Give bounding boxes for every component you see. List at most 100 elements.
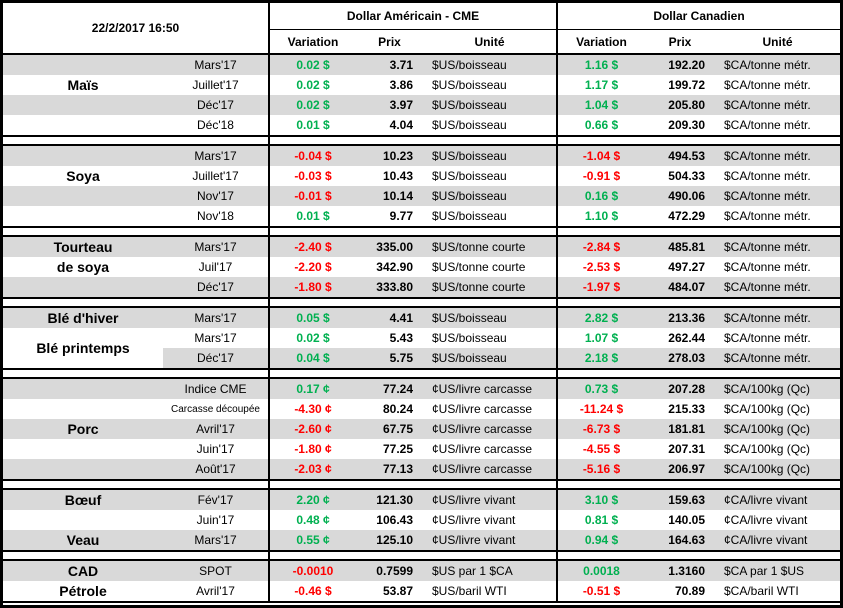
category-label bbox=[3, 277, 163, 297]
commodity-block: Tourteau Mars'17 -2.40 $335.00 $US/tonne co… bbox=[3, 235, 840, 299]
price-us-value: 9.77 bbox=[389, 209, 413, 223]
contract-label: Mars'17 bbox=[194, 331, 237, 345]
category-label bbox=[3, 146, 163, 166]
unit-us-label: $US/boisseau bbox=[423, 146, 556, 166]
category-label: Soya bbox=[66, 168, 100, 184]
variation-us-value: 0.01 $ bbox=[268, 206, 356, 226]
column-header-prix-ca: Prix bbox=[668, 34, 692, 49]
table-body: Mars'17 0.02 $3.71 $US/boisseau 1.16 $192.2… bbox=[3, 55, 840, 603]
variation-ca-value: 1.17 $ bbox=[556, 75, 645, 95]
variation-us-value: 0.05 $ bbox=[268, 308, 356, 328]
variation-ca-value: 0.0018 bbox=[556, 561, 645, 581]
category-label bbox=[3, 115, 163, 135]
unit-ca-label: $CA/100kg (Qc) bbox=[724, 402, 811, 416]
timestamp: 22/2/2017 16:50 bbox=[91, 21, 180, 35]
variation-ca-value: -1.04 $ bbox=[556, 146, 645, 166]
variation-ca-value: -4.55 $ bbox=[556, 439, 645, 459]
variation-ca-value: 0.16 $ bbox=[556, 186, 645, 206]
price-us-value: 4.41 bbox=[356, 308, 423, 328]
contract-label: Indice CME bbox=[163, 379, 268, 399]
commodity-block: Blé d'hiver Mars'17 0.05 $4.41 $US/boisseau… bbox=[3, 306, 840, 370]
category-label bbox=[3, 95, 163, 115]
price-us-value: 106.43 bbox=[376, 513, 413, 527]
contract-label: Avril'17 bbox=[196, 584, 235, 598]
variation-ca-value: 3.10 $ bbox=[556, 490, 645, 510]
price-us-value: 3.97 bbox=[356, 95, 423, 115]
unit-us-label: ¢US/livre carcasse bbox=[423, 419, 556, 439]
variation-ca-value: 2.82 $ bbox=[556, 308, 645, 328]
unit-us-label: $US/boisseau bbox=[432, 209, 507, 223]
unit-us-label: ¢US/livre carcasse bbox=[423, 379, 556, 399]
unit-ca-label: $CA/100kg (Qc) bbox=[715, 379, 840, 399]
contract-label: Août'17 bbox=[163, 459, 268, 479]
unit-ca-label: $CA/tonne métr. bbox=[715, 146, 840, 166]
unit-us-label: $US/boisseau bbox=[423, 55, 556, 75]
price-ca-value: 199.72 bbox=[668, 78, 705, 92]
unit-ca-label: $CA/tonne métr. bbox=[715, 237, 840, 257]
unit-us-label: $US/boisseau bbox=[423, 348, 556, 368]
price-us-value: 125.10 bbox=[356, 530, 423, 550]
variation-us-value: -1.80 $ bbox=[268, 277, 356, 297]
variation-ca-value: 1.10 $ bbox=[556, 206, 645, 226]
price-us-value: 335.00 bbox=[356, 237, 423, 257]
unit-us-label: $US/boisseau bbox=[432, 78, 507, 92]
unit-us-label: $US/boisseau bbox=[423, 308, 556, 328]
unit-ca-label: $CA/100kg (Qc) bbox=[724, 442, 811, 456]
price-us-value: 5.43 bbox=[389, 331, 413, 345]
category-label: Veau bbox=[3, 530, 163, 550]
price-us-value: 121.30 bbox=[356, 490, 423, 510]
price-ca-value: 494.53 bbox=[645, 146, 715, 166]
price-ca-value: 1.3160 bbox=[645, 561, 715, 581]
variation-ca-value: 0.94 $ bbox=[556, 530, 645, 550]
unit-us-label: $US/boisseau bbox=[423, 95, 556, 115]
contract-label: Juin'17 bbox=[196, 513, 235, 527]
variation-us-value: 0.02 $ bbox=[268, 328, 356, 348]
price-us-value: 10.23 bbox=[356, 146, 423, 166]
us-section-title: Dollar Américain - CME bbox=[268, 3, 556, 30]
category-label: Pétrole bbox=[59, 583, 107, 599]
unit-us-label: ¢US/livre vivant bbox=[423, 530, 556, 550]
unit-ca-label: ¢CA/livre vivant bbox=[715, 530, 840, 550]
unit-us-label: $US/boisseau bbox=[432, 118, 507, 132]
price-us-value: 3.86 bbox=[389, 78, 413, 92]
contract-label: Juillet'17 bbox=[192, 78, 239, 92]
price-ca-value: 278.03 bbox=[645, 348, 715, 368]
category-label bbox=[3, 510, 163, 530]
contract-label: Mars'17 bbox=[163, 308, 268, 328]
category-label bbox=[3, 379, 163, 399]
variation-us-value: -4.30 ¢ bbox=[268, 399, 356, 419]
price-us-value: 10.43 bbox=[382, 169, 413, 183]
price-ca-value: 504.33 bbox=[668, 169, 705, 183]
unit-ca-label: $CA/tonne métr. bbox=[724, 118, 811, 132]
variation-us-value: 0.17 ¢ bbox=[268, 379, 356, 399]
block-separator bbox=[3, 137, 840, 144]
price-ca-value: 213.36 bbox=[645, 308, 715, 328]
variation-us-value: -2.40 $ bbox=[268, 237, 356, 257]
contract-label: SPOT bbox=[163, 561, 268, 581]
unit-ca-label: $CA/tonne métr. bbox=[715, 348, 840, 368]
variation-ca-value: -11.24 $ bbox=[556, 399, 645, 419]
variation-us-value: 0.02 $ bbox=[268, 95, 356, 115]
category-label: CAD bbox=[3, 561, 163, 581]
unit-ca-label: $CA/tonne métr. bbox=[715, 277, 840, 297]
variation-ca-value: -5.16 $ bbox=[556, 459, 645, 479]
column-header-prix-us: Prix bbox=[378, 34, 401, 49]
contract-label: Nov'18 bbox=[197, 209, 234, 223]
unit-us-label: $US/boisseau bbox=[432, 331, 507, 345]
price-ca-value: 490.06 bbox=[645, 186, 715, 206]
price-ca-value: 181.81 bbox=[645, 419, 715, 439]
variation-us-value: -0.04 $ bbox=[268, 146, 356, 166]
variation-us-value: -1.80 ¢ bbox=[268, 439, 356, 459]
contract-label: Avril'17 bbox=[163, 419, 268, 439]
unit-ca-label: ¢CA/livre vivant bbox=[715, 490, 840, 510]
block-separator bbox=[3, 552, 840, 559]
variation-ca-value: 1.04 $ bbox=[556, 95, 645, 115]
variation-us-value: -0.01 $ bbox=[268, 186, 356, 206]
variation-ca-value: -0.51 $ bbox=[556, 581, 645, 601]
block-separator bbox=[3, 370, 840, 377]
variation-us-value: 0.01 $ bbox=[268, 115, 356, 135]
unit-us-label: $US/boisseau bbox=[432, 169, 507, 183]
unit-ca-label: $CA/100kg (Qc) bbox=[715, 459, 840, 479]
variation-ca-value: 2.18 $ bbox=[556, 348, 645, 368]
contract-label: Déc'17 bbox=[163, 277, 268, 297]
